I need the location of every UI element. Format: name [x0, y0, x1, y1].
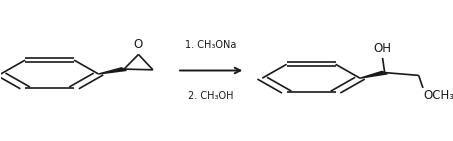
Text: 1. CH₃ONa: 1. CH₃ONa [185, 40, 236, 50]
Text: OH: OH [374, 42, 391, 55]
Polygon shape [360, 71, 387, 78]
Polygon shape [98, 68, 126, 74]
Text: O: O [134, 38, 143, 50]
Text: 2. CH₃OH: 2. CH₃OH [188, 91, 233, 101]
Text: OCH₃: OCH₃ [424, 89, 453, 102]
